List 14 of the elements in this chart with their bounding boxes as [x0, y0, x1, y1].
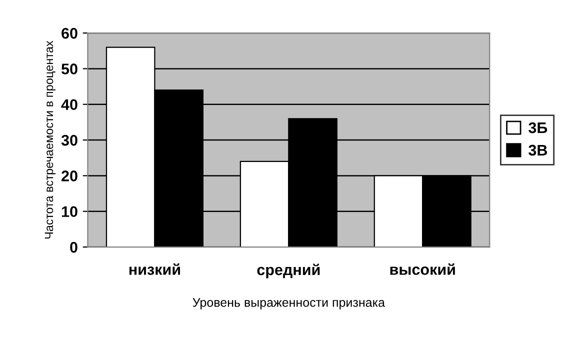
- legend-label: 3В: [528, 144, 548, 156]
- y-axis-title: Частота встречаемости в процентах: [44, 40, 56, 239]
- y-tick-label: 40: [61, 99, 78, 110]
- y-tick-label: 0: [70, 242, 78, 253]
- x-tick-label: высокий: [390, 263, 455, 275]
- x-axis-title: Уровень выраженности признака: [192, 298, 385, 310]
- y-tick-label: 60: [62, 28, 78, 39]
- legend-label: 3Б: [528, 122, 548, 134]
- x-tick-label: средний: [257, 264, 320, 278]
- x-tick-label: низкий: [129, 263, 180, 275]
- y-tick-label: 10: [62, 206, 78, 218]
- y-tick-label: 50: [61, 64, 78, 74]
- y-tick-label: 30: [61, 134, 78, 146]
- y-tick-label: 20: [62, 170, 78, 182]
